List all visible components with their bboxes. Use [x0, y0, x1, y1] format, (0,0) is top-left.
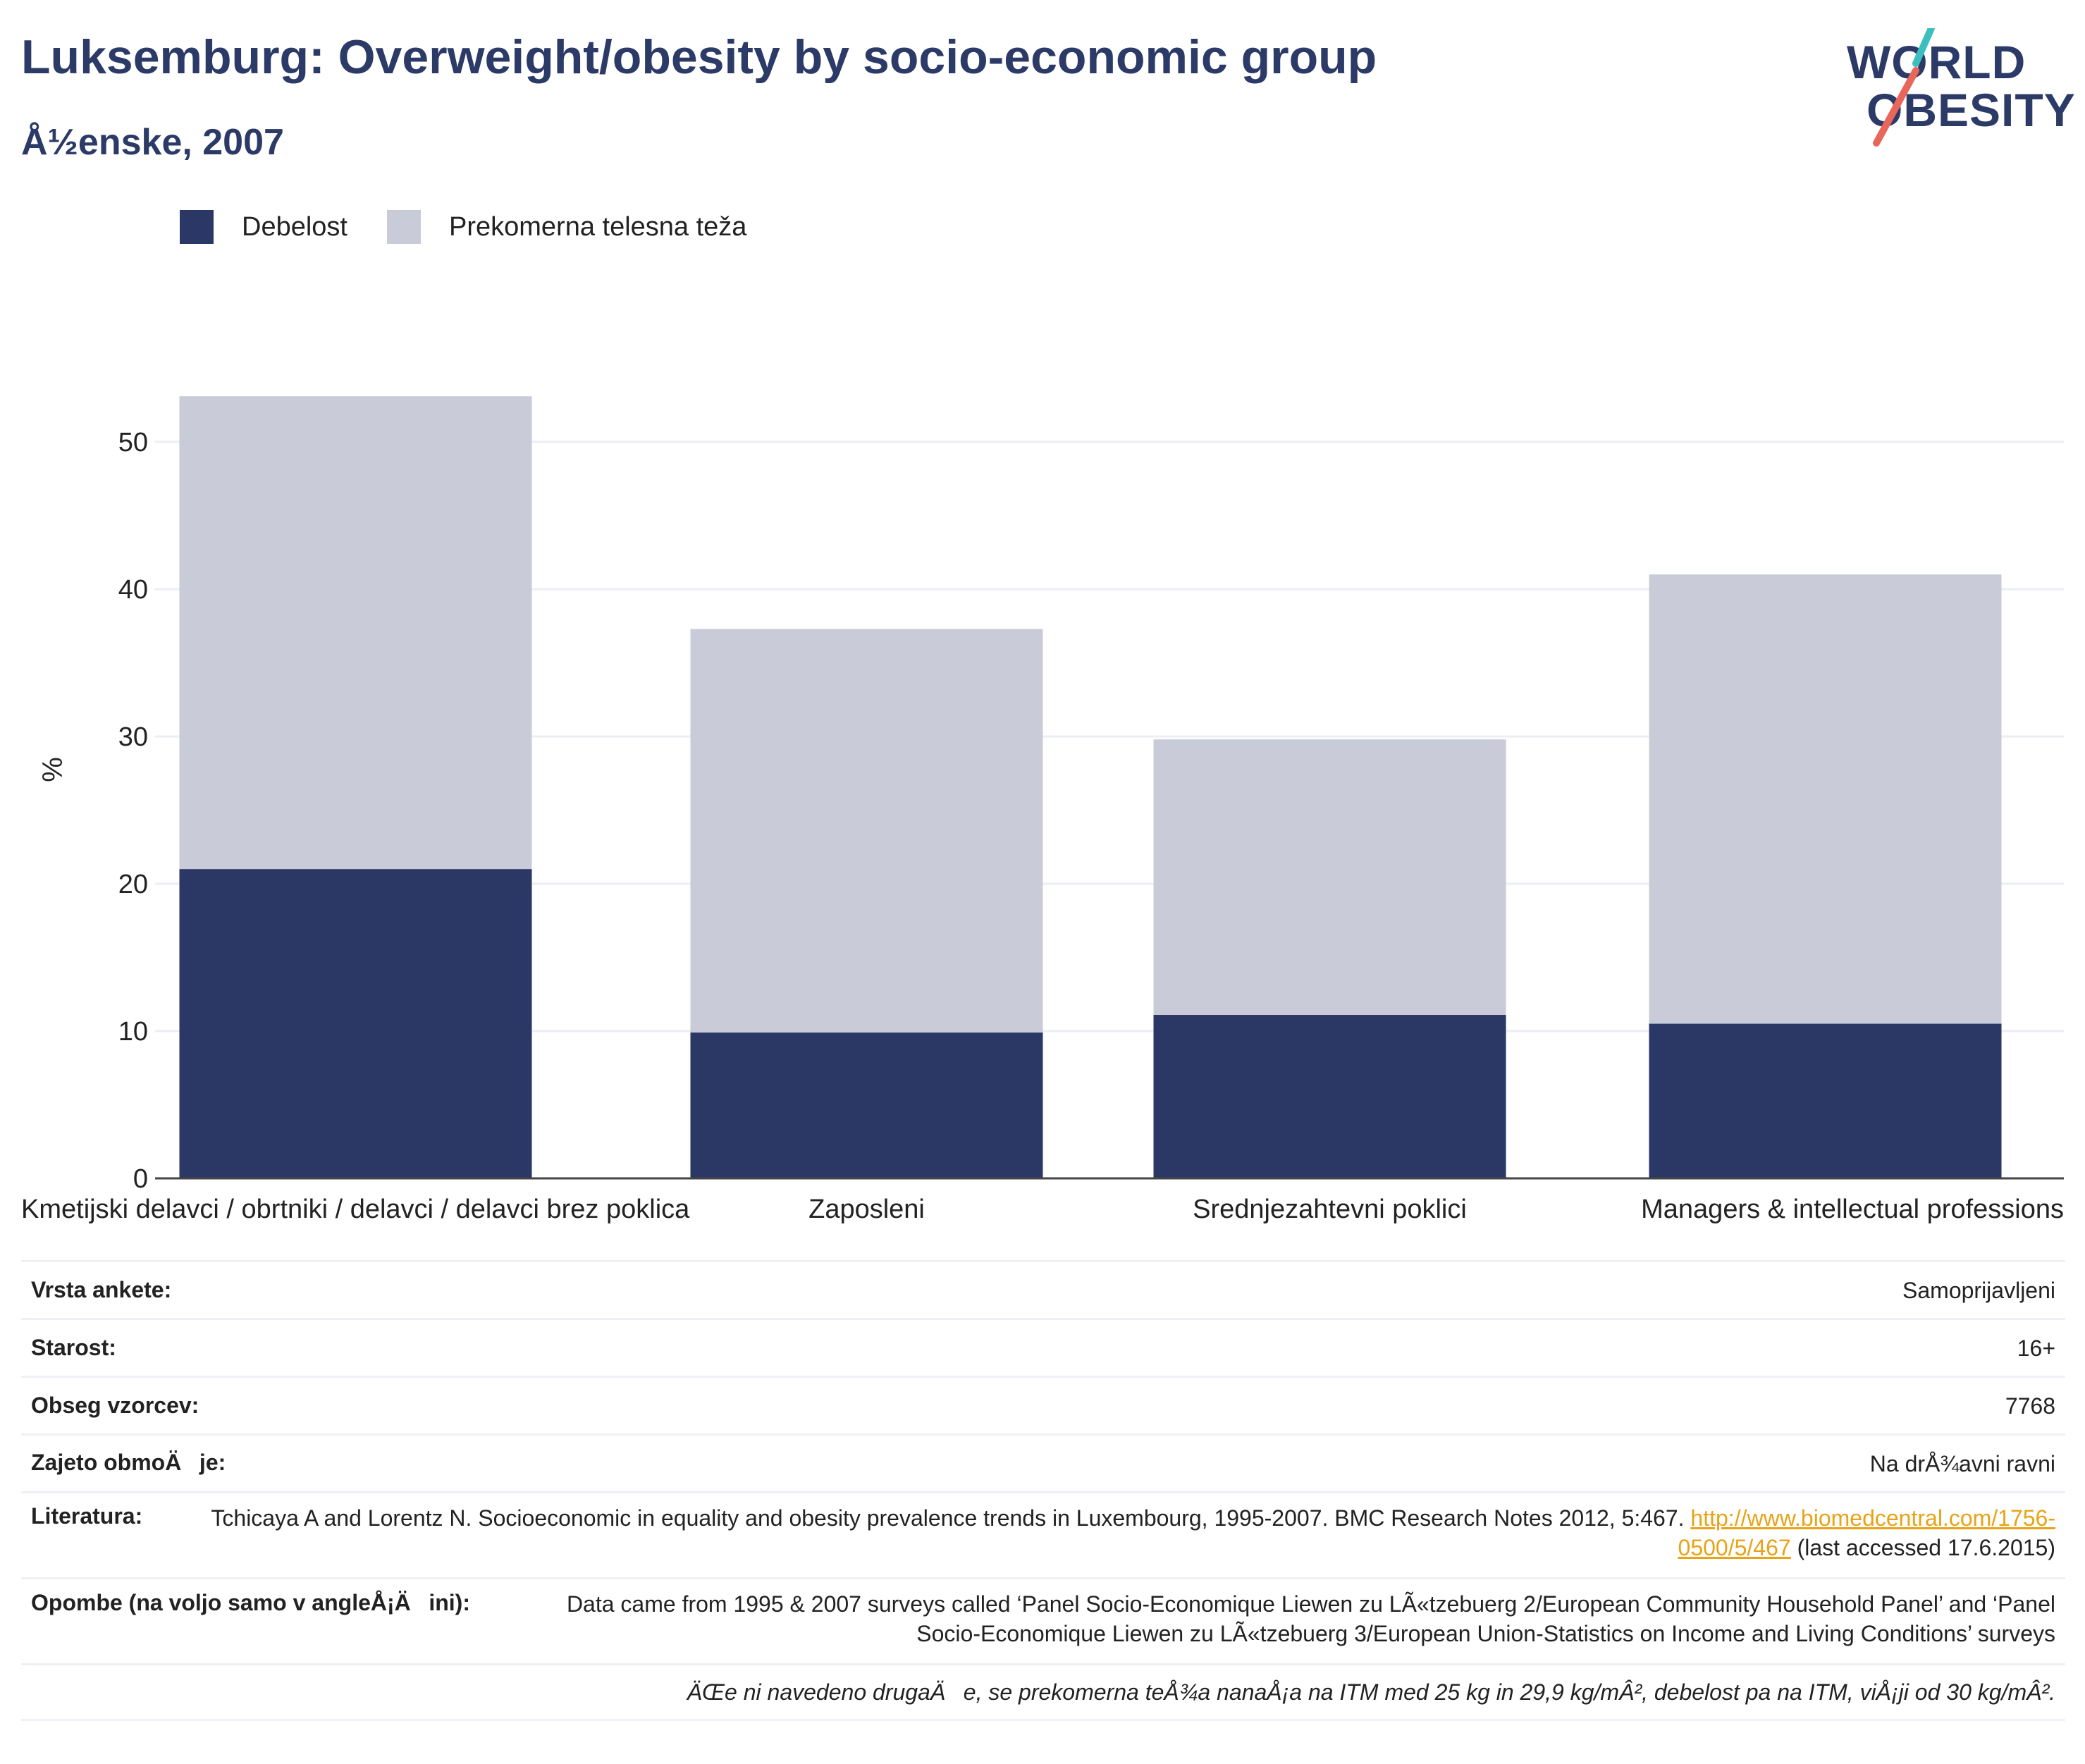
- info-key: Literatura:: [31, 1503, 143, 1529]
- info-value: Tchicaya A and Lorentz N. Socioeconomic …: [171, 1503, 2055, 1562]
- x-tick-label: Srednjezahtevni poklici: [1193, 1195, 1467, 1224]
- y-tick-label: 10: [118, 1017, 148, 1047]
- bar-obesity: [179, 869, 532, 1178]
- reference-accessed-text: (last accessed 17.6.2015): [1790, 1535, 2055, 1560]
- info-value: 7768: [2005, 1393, 2055, 1419]
- y-tick-label: 20: [118, 870, 148, 899]
- survey-info-table: Vrsta ankete: Samoprijavljeni Starost: 16+ O…: [21, 1260, 2065, 1721]
- legend-label-obesity: Debelost: [242, 211, 348, 242]
- info-row: ÄŒe ni navedeno drugaÄe, se prekomerna …: [21, 1663, 2065, 1721]
- y-tick-label: 0: [133, 1164, 148, 1194]
- reference-text: Tchicaya A and Lorentz N. Socioeconomic …: [211, 1505, 1691, 1531]
- page-subtitle: Å½enske, 2007: [21, 122, 284, 163]
- bar-overweight: [179, 396, 532, 870]
- legend-swatch-overweight: [386, 210, 421, 244]
- bar-obesity: [1153, 1015, 1506, 1178]
- bar-chart: 0 10 20 30 40 50% Kmetijski delavci / obrtniki…: [21, 396, 2064, 1224]
- info-row: Obseg vzorcev: 7768: [21, 1376, 2065, 1433]
- bar-obesity: [1649, 1023, 2002, 1178]
- info-value: ÄŒe ni navedeno drugaÄe, se prekomerna …: [687, 1679, 2055, 1705]
- info-key: Obseg vzorcev:: [31, 1393, 199, 1418]
- y-axis-label: %: [37, 757, 68, 782]
- chart-legend: Debelost Prekomerna telesna teža: [180, 209, 786, 245]
- legend-label-overweight: Prekomerna telesna teža: [448, 211, 747, 242]
- info-row: Vrsta ankete: Samoprijavljeni: [21, 1260, 2065, 1318]
- info-key: Zajeto obmoÄje:: [31, 1450, 226, 1475]
- logo-line-1: WORLD: [1847, 36, 2026, 88]
- bar-overweight: [1153, 739, 1506, 1016]
- bar-obesity: [690, 1032, 1043, 1178]
- x-tick-label: Kmetijski delavci / obrtniki / delavci /…: [21, 1195, 690, 1224]
- info-value: 16+: [2017, 1335, 2055, 1361]
- bar-overweight: [690, 629, 1043, 1033]
- info-value: Samoprijavljeni: [1902, 1277, 2055, 1303]
- world-obesity-logo[interactable]: WORLD OBESITY: [1840, 28, 2075, 148]
- y-tick-label: 30: [118, 722, 148, 752]
- info-value: Na drÅ¾avni ravni: [1869, 1450, 2055, 1476]
- legend-item-overweight[interactable]: Prekomerna telesna teža: [386, 210, 747, 244]
- info-key: Opombe (na voljo samo v angleÅ¡Äini):: [31, 1590, 470, 1615]
- x-tick-label: Managers & intellectual professions: [1641, 1195, 2064, 1224]
- info-row: Zajeto obmoÄje: Na drÅ¾avni ravni: [21, 1433, 2065, 1491]
- y-tick-label: 40: [118, 575, 148, 605]
- legend-swatch-obesity: [180, 210, 214, 244]
- info-key: Vrsta ankete:: [31, 1277, 172, 1302]
- page-title: Luksemburg: Overweight/obesity by socio-…: [21, 30, 1377, 84]
- bar-overweight: [1649, 574, 2002, 1024]
- x-tick-label: Zaposleni: [808, 1195, 925, 1224]
- info-key: Starost:: [31, 1335, 116, 1360]
- info-row: Literatura: Tchicaya A and Lorentz N. Soc…: [21, 1491, 2065, 1577]
- info-row: Starost: 16+: [21, 1318, 2065, 1376]
- info-row: Opombe (na voljo samo v angleÅ¡Äini): Da…: [21, 1577, 2065, 1663]
- y-tick-label: 50: [118, 428, 148, 457]
- logo-slash-icon: [1873, 28, 1935, 147]
- reference-link[interactable]: http://www.biomedcentral.com/1756-0500/5…: [1678, 1505, 2055, 1560]
- legend-item-obesity[interactable]: Debelost: [180, 210, 348, 244]
- info-value: Data came from 1995 & 2007 surveys calle…: [566, 1591, 2055, 1646]
